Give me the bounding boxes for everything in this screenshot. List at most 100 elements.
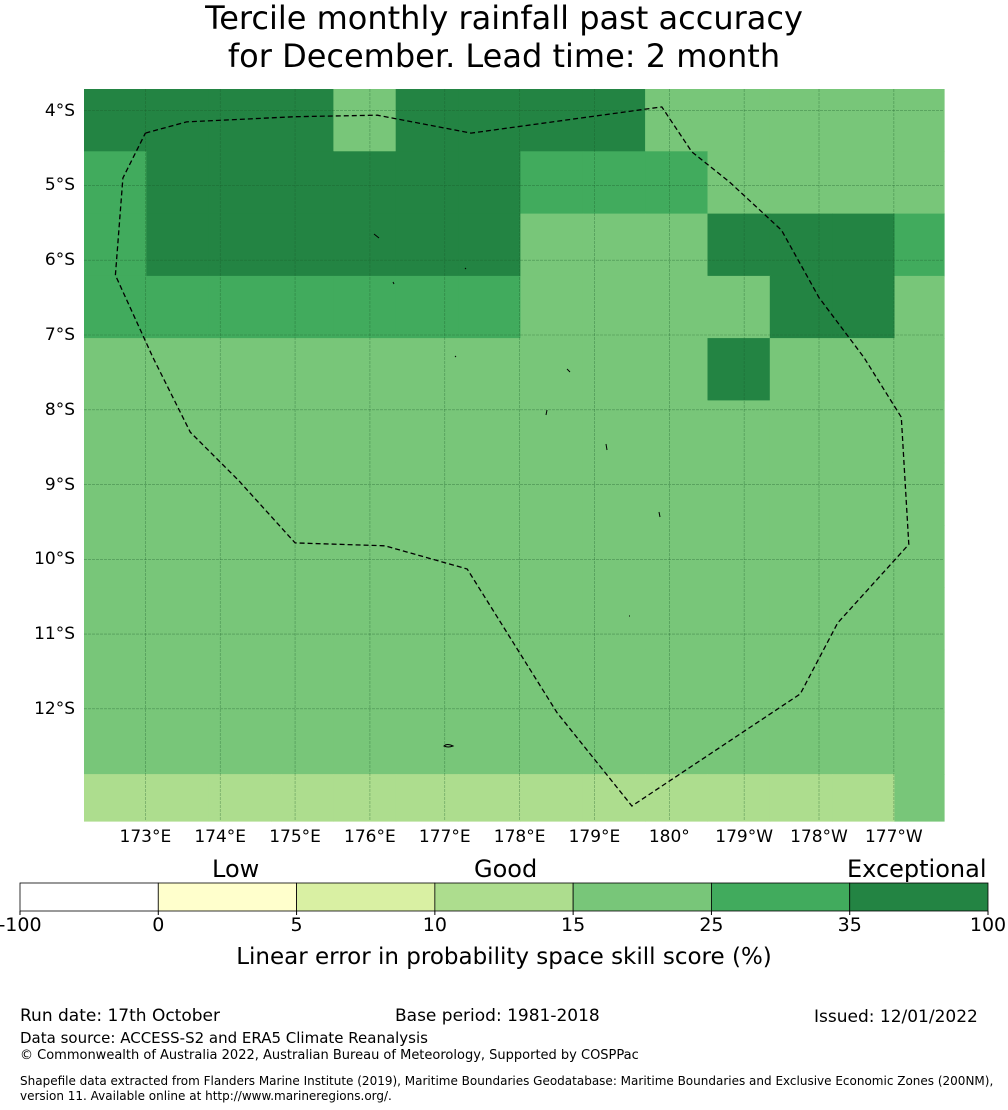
grid-cell: [208, 400, 272, 464]
grid-cell: [146, 525, 210, 588]
grid-cell: [520, 213, 584, 277]
lon-tick-label: 177°W: [864, 827, 923, 847]
grid-cell: [395, 649, 459, 713]
grid-cell: [645, 151, 708, 215]
issued-date: Issued: 12/01/2022: [814, 1007, 978, 1027]
grid-cell: [707, 711, 771, 775]
colorbar-tick-label: 10: [422, 914, 447, 936]
grid-cell: [645, 587, 708, 651]
grid-cell: [333, 525, 397, 588]
grid-cell: [84, 525, 147, 588]
grid-cell: [458, 774, 521, 822]
colorbar-swatch: [19, 882, 159, 912]
grid-cell: [520, 151, 584, 215]
grid-cell: [520, 400, 584, 464]
chart-title-line1: Tercile monthly rainfall past accuracy: [205, 0, 803, 37]
lat-tick-label: 8°S: [44, 399, 75, 420]
lon-tick-label: 179°W: [715, 827, 774, 847]
grid-cell: [271, 649, 334, 713]
colorbar-swatch: [296, 882, 436, 912]
grid-cell: [582, 649, 646, 713]
colorbar-swatch: [849, 882, 989, 912]
grid-cell: [146, 400, 210, 464]
grid-cell: [146, 774, 210, 822]
grid-cell: [707, 338, 771, 401]
grid-cell: [707, 89, 771, 152]
grid-cell: [894, 774, 945, 822]
grid-cell: [208, 587, 272, 651]
grid-cell: [582, 338, 646, 401]
lon-tick-label: 175°E: [269, 827, 321, 847]
category-exceptional: Exceptional: [847, 855, 987, 883]
grid-cell: [271, 213, 334, 277]
grid-cell: [333, 213, 397, 277]
grid-cell: [582, 774, 646, 822]
grid-cell: [458, 587, 521, 651]
grid-cell: [769, 275, 833, 339]
grid-cell: [832, 213, 896, 277]
grid-cell: [84, 774, 147, 822]
grid-cell: [395, 400, 459, 464]
colorbar-tick-label: 25: [699, 914, 724, 936]
grid-cell: [707, 649, 771, 713]
lon-tick-label: 178°E: [493, 827, 546, 847]
grid-cell: [208, 151, 272, 215]
grid-cell: [84, 400, 147, 464]
base-period: Base period: 1981-2018: [395, 1006, 600, 1026]
grid-cell: [769, 338, 833, 401]
grid-cell: [520, 587, 584, 651]
grid-cell: [271, 774, 334, 822]
grid-cell: [520, 338, 584, 401]
data-source: Data source: ACCESS-S2 and ERA5 Climate …: [20, 1029, 428, 1047]
grid-cell: [707, 462, 771, 526]
grid-cell: [271, 400, 334, 464]
grid-cell: [894, 89, 945, 152]
graticule: [84, 89, 944, 821]
grid-cell: [894, 711, 945, 775]
grid-cell: [333, 774, 397, 822]
grid-cell: [146, 89, 210, 152]
grid-cell: [707, 774, 771, 822]
grid-cell: [146, 213, 210, 277]
grid-cell: [645, 213, 708, 277]
grid-cell: [832, 89, 896, 152]
grid-cell: [645, 89, 708, 152]
lon-tick-label: 179°E: [568, 827, 621, 847]
lat-tick-label: 4°S: [44, 100, 75, 121]
grid-cell: [458, 338, 521, 401]
grid-cell: [832, 525, 896, 588]
grid-cell: [271, 462, 334, 526]
grid-cell: [146, 711, 210, 775]
grid-cell: [333, 400, 397, 464]
grid-cell: [458, 400, 521, 464]
grid-cell: [395, 774, 459, 822]
grid-cell: [832, 275, 896, 339]
grid-cell: [832, 338, 896, 401]
grid-cell: [208, 525, 272, 588]
grid-cell: [769, 400, 833, 464]
grid-cell: [769, 151, 833, 215]
grid-cell: [645, 462, 708, 526]
lat-tick-label: 7°S: [44, 324, 75, 345]
colorbar-tick-label: 100: [969, 914, 1007, 936]
grid-cell: [894, 275, 945, 339]
grid-cell: [146, 338, 210, 401]
grid-cell: [271, 275, 334, 339]
grid-cell: [146, 462, 210, 526]
grid-cell: [894, 649, 945, 713]
grid-cell: [333, 649, 397, 713]
grid-cell: [769, 462, 833, 526]
grid-cell: [208, 462, 272, 526]
grid-cell: [458, 462, 521, 526]
copyright: © Commonwealth of Australia 2022, Austra…: [20, 1048, 639, 1063]
chart-title-line2: for December. Lead time: 2 month: [227, 37, 781, 75]
colorbar-tick-label: 0: [152, 914, 165, 936]
grid-cell: [769, 774, 833, 822]
grid-cell: [84, 151, 147, 215]
grid-cell: [271, 89, 334, 152]
grid-cell: [582, 275, 646, 339]
grid-cell: [832, 649, 896, 713]
grid-cell: [645, 525, 708, 588]
grid-cell: [645, 774, 708, 822]
grid-cell: [520, 462, 584, 526]
